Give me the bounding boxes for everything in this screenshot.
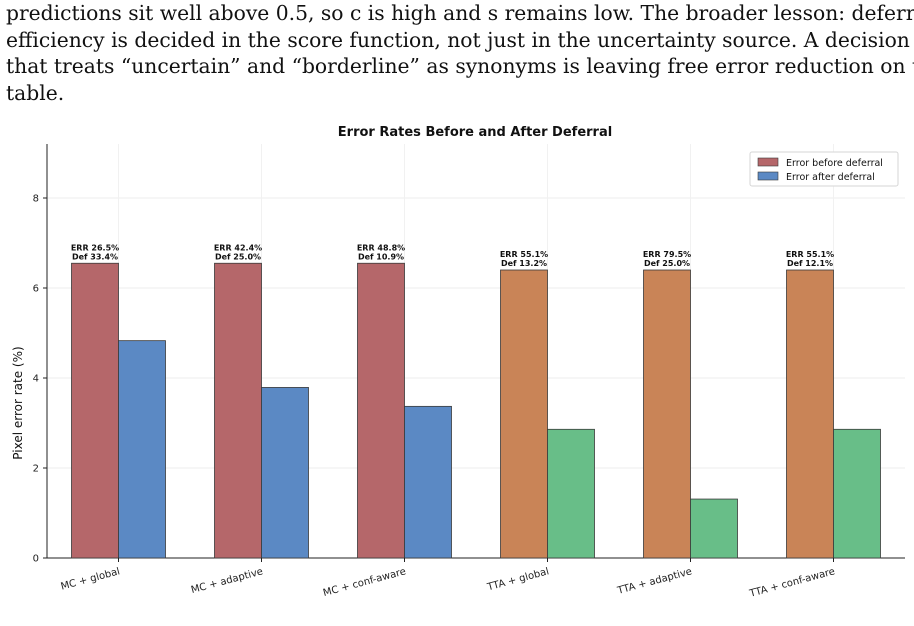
annotation-def: Def 12.1% [787,259,833,268]
annotation-box [787,248,833,269]
annotation-err: ERR 48.8% [357,243,405,252]
y-tick-label: 0 [33,554,39,565]
y-axis-label: Pixel error rate (%) [11,346,25,459]
x-tick-label: TTA + global [485,566,550,593]
x-tick-label: TTA + conf-aware [748,566,837,600]
bar-after-deferral [690,498,738,559]
annotation-def: Def 10.9% [358,252,404,261]
legend-swatch [757,157,779,167]
annotation-def: Def 33.4% [72,252,118,261]
paragraph-line: efficiency is decided in the score funct… [6,27,914,52]
annotation-box [644,248,690,269]
annotation-box [215,241,261,263]
x-tick-label: TTA + adaptive [616,566,694,597]
bar-after-deferral [261,387,309,559]
bar-before-deferral [786,269,834,559]
annotation-err: ERR 55.1% [786,250,834,259]
bar-after-deferral [833,428,881,559]
paragraph-line: predictions sit well above 0.5, so c is … [6,1,914,25]
annotation-box [358,241,404,263]
legend [749,151,899,187]
annotation-box [72,241,118,263]
bar-after-deferral [118,340,166,559]
annotation-def: Def 25.0% [215,252,261,261]
x-tick-label: MC + conf-aware [322,566,407,599]
annotation-err: ERR 26.5% [71,243,119,252]
legend-swatch [757,171,779,181]
annotation-err: ERR 55.1% [500,250,548,259]
annotation-def: Def 25.0% [644,259,690,268]
body-paragraph: predictions sit well above 0.5, so c is … [6,0,914,106]
x-tick-label: MC + adaptive [190,566,264,596]
y-tick-label: 8 [33,194,39,205]
y-tick-label: 2 [33,464,39,475]
annotation-err: ERR 42.4% [214,243,262,252]
y-tick-label: 6 [33,284,39,295]
x-tick-label: MC + global [60,566,122,592]
bar-after-deferral [404,405,452,559]
annotation-err: ERR 79.5% [643,250,691,259]
bar-before-deferral [643,269,691,559]
annotation-box [501,248,547,269]
annotation-def: Def 13.2% [501,259,547,268]
bar-chart: Error Rates Before and After Deferral Pi… [11,125,905,600]
bar-before-deferral [71,262,119,559]
legend-label: Error after deferral [786,172,875,183]
bar-before-deferral [357,262,405,559]
paragraph-line: table. [6,80,65,105]
bar-before-deferral [214,262,262,559]
legend-label: Error before deferral [786,158,883,169]
chart-title: Error Rates Before and After Deferral [338,125,612,140]
y-tick-label: 4 [33,374,39,385]
paragraph-line: that treats “uncertain” and “borderline”… [6,54,914,78]
bar-before-deferral [500,269,548,559]
bar-after-deferral [547,428,595,559]
